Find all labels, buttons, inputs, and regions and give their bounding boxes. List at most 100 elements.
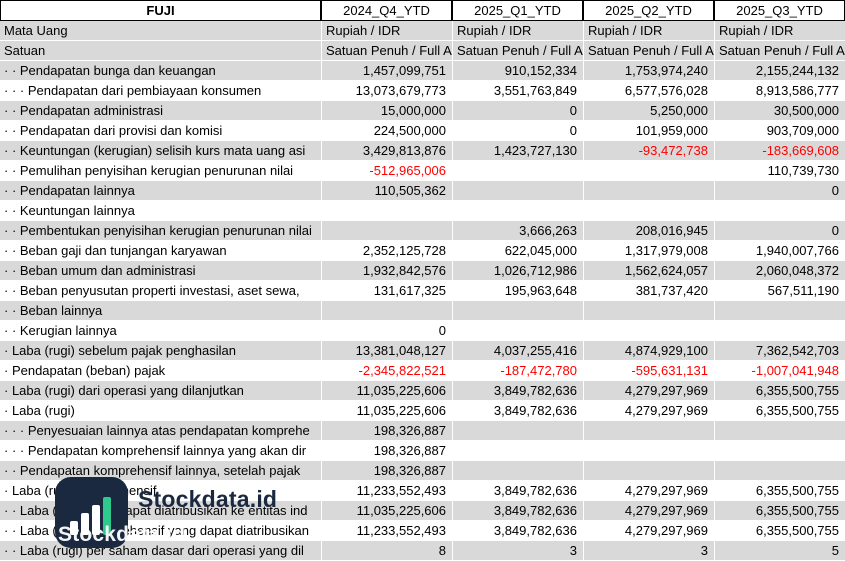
table-row: Satuan Satuan Penuh / Full A Satuan Penuh … — [0, 41, 845, 61]
row-label: · · Laba (rugi) per saham dasar dari ope… — [4, 543, 304, 558]
table-row: · · · Penyesuaian lainnya atas pendapata… — [0, 421, 845, 441]
cell-value: -93,472,738 — [583, 141, 714, 160]
cell-value: 208,016,945 — [583, 221, 714, 240]
table-row: · · Pendapatan dari provisi dan komisi 22… — [0, 121, 845, 141]
cell-value — [321, 221, 452, 240]
cell-value — [452, 201, 583, 220]
cell-value: 11,035,225,606 — [321, 381, 452, 400]
cell-value: 224,500,000 — [321, 121, 452, 140]
cell-value: Rupiah / IDR — [583, 21, 714, 40]
column-header-2025-q3: 2025_Q3_YTD — [714, 0, 845, 21]
table-row: Mata Uang Rupiah / IDR Rupiah / IDR Rupiah … — [0, 21, 845, 41]
row-label: · · Beban umum dan administrasi — [4, 263, 196, 278]
cell-value: 0 — [452, 121, 583, 140]
cell-value — [714, 301, 845, 320]
row-label: · · Kerugian lainnya — [4, 323, 117, 338]
cell-value: Rupiah / IDR — [714, 21, 845, 40]
table-row: · · Pembentukan penyisihan kerugian penu… — [0, 221, 845, 241]
cell-value: 6,355,500,755 — [714, 381, 845, 400]
table-row: · · Beban umum dan administrasi 1,932,842… — [0, 261, 845, 281]
cell-value: Rupiah / IDR — [321, 21, 452, 40]
cell-value — [452, 441, 583, 460]
cell-value: 5,250,000 — [583, 101, 714, 120]
column-header-2025-q2: 2025_Q2_YTD — [583, 0, 714, 21]
cell-value: -187,472,780 — [452, 361, 583, 380]
table-row: · · Pendapatan bunga dan keuangan 1,457,0… — [0, 61, 845, 81]
cell-value: 1,457,099,751 — [321, 61, 452, 80]
cell-value: 30,500,000 — [714, 101, 845, 120]
cell-value: 0 — [714, 221, 845, 240]
cell-value: 131,617,325 — [321, 281, 452, 300]
cell-value: -2,345,822,521 — [321, 361, 452, 380]
cell-value — [714, 201, 845, 220]
table-row: · · Beban penyusutan properti investasi,… — [0, 281, 845, 301]
row-label: · Pendapatan (beban) pajak — [4, 363, 166, 378]
cell-value: 3,849,782,636 — [452, 401, 583, 420]
table-row: · · Kerugian lainnya 0 — [0, 321, 845, 341]
cell-value: 1,317,979,008 — [583, 241, 714, 260]
cell-value: 1,940,007,766 — [714, 241, 845, 260]
row-label: · Laba (rugi) — [4, 403, 75, 418]
table-row: · · Beban lainnya — [0, 301, 845, 321]
cell-value: 195,963,648 — [452, 281, 583, 300]
table-row: · Laba (rugi) sebelum pajak penghasilan 1… — [0, 341, 845, 361]
cell-value: 910,152,334 — [452, 61, 583, 80]
row-label: · · Beban lainnya — [4, 303, 103, 318]
cell-value: 1,562,624,057 — [583, 261, 714, 280]
company-name: FUJI — [0, 0, 321, 21]
cell-value: 4,279,297,969 — [583, 381, 714, 400]
cell-value: Satuan Penuh / Full A — [321, 41, 452, 60]
row-label: Mata Uang — [4, 23, 68, 38]
table-body: Mata Uang Rupiah / IDR Rupiah / IDR Rupiah … — [0, 21, 845, 561]
column-header-2025-q1: 2025_Q1_YTD — [452, 0, 583, 21]
cell-value: 4,279,297,969 — [583, 501, 714, 520]
table-row: · Pendapatan (beban) pajak -2,345,822,521… — [0, 361, 845, 381]
column-header-2024-q4: 2024_Q4_YTD — [321, 0, 452, 21]
table-row: · · Laba (rugi) per saham dasar dari ope… — [0, 541, 845, 561]
cell-value: 3,849,782,636 — [452, 501, 583, 520]
table-row: · · · Pendapatan komprehensif lainnya ya… — [0, 441, 845, 461]
cell-value: Satuan Penuh / Full A — [452, 41, 583, 60]
cell-value: 7,362,542,703 — [714, 341, 845, 360]
cell-value — [583, 421, 714, 440]
cell-value: 11,233,552,493 — [321, 521, 452, 540]
table-row: · · Keuntungan (kerugian) selisih kurs m… — [0, 141, 845, 161]
cell-value — [583, 181, 714, 200]
cell-value: 4,279,297,969 — [583, 401, 714, 420]
table-row: · · Laba (rugi) komprehensif yang dapat … — [0, 521, 845, 541]
cell-value: 6,577,576,028 — [583, 81, 714, 100]
cell-value: 198,326,887 — [321, 421, 452, 440]
row-label: · Laba (rugi) komprehensif — [4, 483, 157, 498]
cell-value: -1,007,041,948 — [714, 361, 845, 380]
cell-value: 1,753,974,240 — [583, 61, 714, 80]
cell-value — [583, 201, 714, 220]
cell-value: 13,381,048,127 — [321, 341, 452, 360]
cell-value: -595,631,131 — [583, 361, 714, 380]
cell-value: Satuan Penuh / Full A — [714, 41, 845, 60]
cell-value — [714, 441, 845, 460]
row-label: · · · Pendapatan komprehensif lainnya ya… — [4, 443, 307, 458]
cell-value — [452, 461, 583, 480]
table-row: · Laba (rugi) dari operasi yang dilanjut… — [0, 381, 845, 401]
cell-value: 3,666,263 — [452, 221, 583, 240]
cell-value — [583, 461, 714, 480]
cell-value: 6,355,500,755 — [714, 521, 845, 540]
cell-value: 198,326,887 — [321, 441, 452, 460]
table-row: · · Pendapatan komprehensif lainnya, set… — [0, 461, 845, 481]
table-row: · Laba (rugi) komprehensif 11,233,552,493… — [0, 481, 845, 501]
cell-value — [583, 161, 714, 180]
row-label: · · Pemulihan penyisihan kerugian penuru… — [4, 163, 294, 178]
cell-value: -512,965,006 — [321, 161, 452, 180]
cell-value: 11,035,225,606 — [321, 501, 452, 520]
cell-value — [452, 421, 583, 440]
row-label: · · Pendapatan dari provisi dan komisi — [4, 123, 223, 138]
row-label: · · Keuntungan lainnya — [4, 203, 135, 218]
cell-value: 4,874,929,100 — [583, 341, 714, 360]
cell-value: 3,849,782,636 — [452, 521, 583, 540]
row-label: · · Pembentukan penyisihan kerugian penu… — [4, 223, 312, 238]
cell-value: 5 — [714, 541, 845, 560]
cell-value — [583, 441, 714, 460]
row-label: · · · Penyesuaian lainnya atas pendapata… — [4, 423, 310, 438]
cell-value: 110,739,730 — [714, 161, 845, 180]
